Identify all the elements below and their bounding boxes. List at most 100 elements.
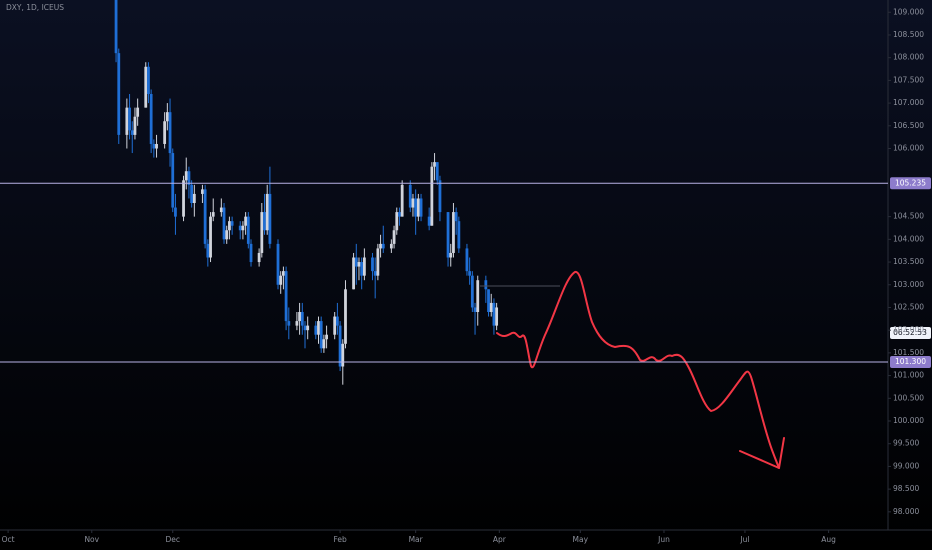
candle-body (470, 275, 474, 308)
x-tick-label: Oct (2, 535, 15, 544)
candle-body (284, 271, 288, 322)
candle-body (449, 252, 453, 258)
y-tick-label: 101.000 (893, 371, 924, 380)
candle-body (484, 280, 488, 290)
level-label-box (890, 355, 931, 368)
y-tick-label: 104.500 (893, 212, 924, 221)
candle-body (300, 312, 304, 326)
y-tick-label: 98.000 (893, 507, 919, 516)
candle-body (341, 343, 345, 367)
candle-body (241, 225, 245, 231)
candle-body (130, 130, 134, 135)
candle-body (379, 243, 382, 249)
candle-body (279, 275, 283, 285)
candle-body (416, 198, 420, 217)
candle-body (203, 189, 207, 244)
candle-body (128, 107, 131, 131)
candle-body (335, 316, 339, 326)
candle-body (381, 243, 385, 249)
x-tick-label: Nov (84, 535, 99, 544)
x-tick-label: Dec (165, 535, 180, 544)
candle-body (114, 0, 118, 54)
candle-body (257, 252, 261, 263)
candle-body (171, 153, 175, 208)
candle-body (211, 212, 215, 217)
candle-body (222, 207, 226, 240)
level-label-box (890, 177, 931, 190)
candle-body (389, 243, 393, 249)
candle-body (190, 184, 194, 204)
candle-body (495, 307, 499, 326)
candle-body (238, 225, 242, 231)
candle-body (244, 216, 248, 226)
forecast-arrow (739, 437, 785, 469)
candle-body (414, 198, 418, 217)
candle-body (452, 212, 455, 253)
candle-body (395, 212, 399, 231)
candle-body (398, 212, 401, 217)
candle-body (192, 193, 196, 204)
candle-body (206, 243, 210, 258)
y-tick-label: 100.500 (893, 393, 924, 402)
candle-body (303, 325, 307, 331)
candle-body (265, 193, 269, 231)
candle-body (260, 212, 264, 253)
x-tick-label: Feb (333, 535, 347, 544)
x-tick-label: Aug (821, 535, 836, 544)
y-tick-label: 106.000 (893, 144, 924, 153)
candle-body (433, 162, 436, 167)
candle-body (144, 66, 148, 108)
candle-body (125, 107, 129, 135)
candle-body (465, 248, 469, 272)
candle-body (174, 207, 177, 217)
y-tick-label: 99.500 (893, 439, 919, 448)
candle-body (338, 325, 342, 367)
x-tick-label: Apr (493, 535, 507, 544)
candle-body (228, 221, 231, 231)
y-tick-label: 106.500 (893, 121, 924, 130)
candle-body (152, 143, 156, 149)
plot-area (114, 0, 499, 385)
y-tick-label: 100.000 (893, 416, 924, 425)
candle-body (295, 321, 299, 326)
candle-body (411, 198, 415, 208)
candle-body (408, 184, 412, 208)
candle-body (360, 262, 364, 276)
candle-body (287, 321, 291, 326)
y-tick-label: 108.000 (893, 53, 924, 62)
candle-body (392, 230, 396, 244)
candle-body (230, 221, 234, 226)
candle-body (430, 166, 434, 226)
y-tick-label: 102.500 (893, 302, 924, 311)
candle-body (492, 302, 496, 326)
y-tick-label: 103.500 (893, 257, 924, 266)
candle-body (354, 257, 358, 267)
candle-body (246, 216, 250, 244)
candle-body (276, 243, 280, 285)
candle-body (155, 143, 158, 149)
y-tick-label: 102.000 (893, 325, 924, 334)
y-tick-label: 108.500 (893, 30, 924, 39)
candle-body (249, 243, 253, 263)
candle-body (133, 116, 137, 135)
countdown-box (890, 327, 931, 339)
candle-body (454, 212, 458, 222)
candle-body (317, 321, 320, 335)
candle-body (468, 271, 472, 276)
candle-body (438, 180, 442, 213)
x-tick-label: Jun (657, 535, 670, 544)
x-tick-label: Mar (409, 535, 424, 544)
candle-body (373, 271, 377, 276)
candle-body (136, 107, 140, 117)
candle-body (201, 189, 204, 194)
candle-body (298, 312, 301, 322)
candle-body (435, 162, 439, 181)
y-tick-label: 103.000 (893, 280, 924, 289)
candle-body (325, 334, 328, 340)
forecast-drawing (496, 271, 785, 469)
candle-body (362, 257, 366, 276)
countdown: 06:52:53 (893, 328, 927, 337)
candle-body (476, 280, 480, 313)
candle-body (182, 180, 185, 217)
